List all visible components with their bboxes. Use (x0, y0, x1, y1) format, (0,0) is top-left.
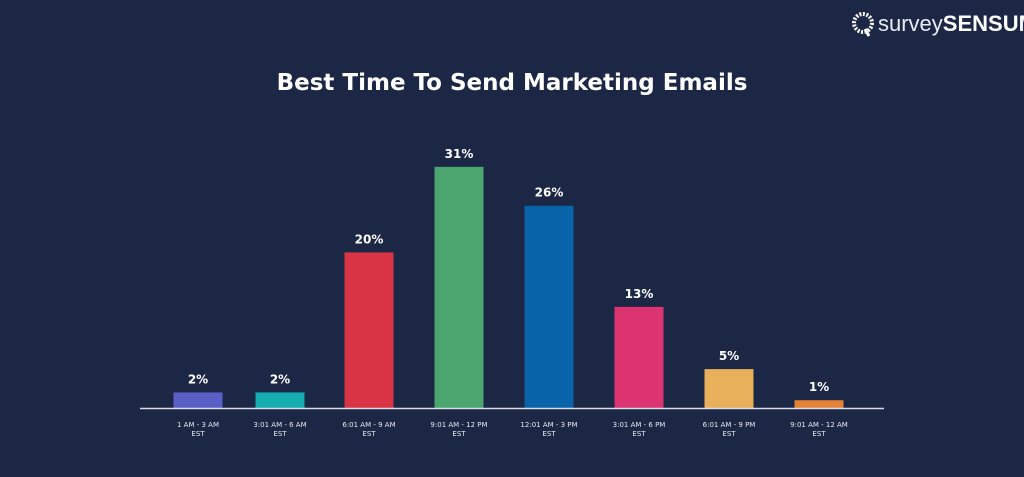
x-tick-label: 9:01 AM - 12 AM (790, 421, 848, 429)
x-tick-label: EST (722, 430, 736, 438)
x-tick-label: 6:01 AM - 9 PM (703, 421, 756, 429)
logo-text-survey: survey (878, 11, 943, 36)
bar (524, 205, 574, 408)
x-tick-label: 9:01 AM - 12 PM (430, 421, 487, 429)
x-tick-label: EST (191, 430, 205, 438)
data-label: 13% (625, 287, 654, 301)
x-tick-label: EST (632, 430, 646, 438)
x-tick-label: EST (273, 430, 287, 438)
x-tick-label: 3:01 AM - 6 AM (253, 421, 306, 429)
x-tick-label: EST (362, 430, 376, 438)
x-tick-label: EST (812, 430, 826, 438)
bar (255, 392, 305, 408)
data-label: 2% (270, 372, 290, 386)
surveysensum-logo: surveySENSUM (848, 9, 1024, 39)
data-label: 20% (355, 232, 384, 246)
x-tick-label: 3:01 AM - 6 PM (613, 421, 666, 429)
chart-title: Best Time To Send Marketing Emails (276, 70, 748, 96)
x-tick-label: EST (542, 430, 556, 438)
data-label: 1% (809, 380, 829, 394)
data-label: 5% (719, 349, 739, 363)
x-tick-label: 12:01 AM - 3 PM (520, 421, 577, 429)
bar (434, 166, 484, 408)
x-tick-label: EST (452, 430, 466, 438)
logo-text-sensum: SENSUM (942, 11, 1024, 36)
data-label: 31% (445, 147, 474, 161)
logo-icon (852, 12, 874, 37)
bar (614, 306, 664, 408)
x-tick-label: 6:01 AM - 9 AM (342, 421, 395, 429)
data-label: 2% (188, 372, 208, 386)
x-tick-label: 1 AM - 3 AM (177, 421, 219, 429)
bar (794, 400, 844, 408)
bar (704, 369, 754, 408)
bar (344, 252, 394, 408)
bar (173, 392, 223, 408)
data-label: 26% (535, 186, 564, 200)
